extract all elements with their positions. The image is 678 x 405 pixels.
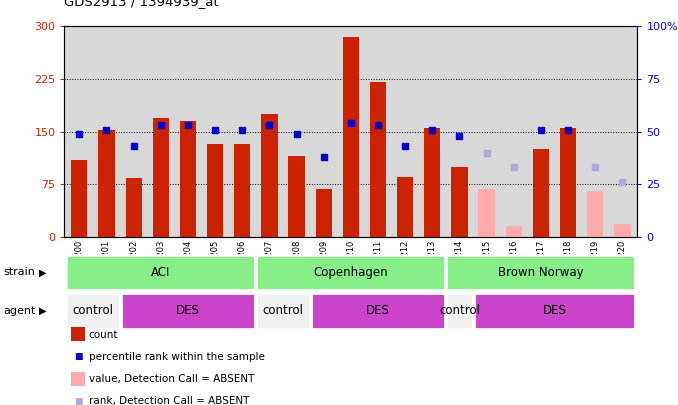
Bar [424,128,441,237]
Text: ACI: ACI [151,266,170,279]
Text: DES: DES [176,304,200,318]
Text: strain: strain [3,267,35,277]
Bar [614,224,631,237]
Bar [288,156,304,237]
Text: Copenhagen: Copenhagen [313,266,388,279]
Bar [452,167,468,237]
Text: ▶: ▶ [39,267,46,277]
Bar [256,255,445,290]
Bar [370,83,386,237]
Bar [125,178,142,237]
Text: control: control [73,304,113,318]
Text: DES: DES [542,304,566,318]
Text: control: control [439,304,480,318]
Bar [315,189,332,237]
Text: DES: DES [366,304,390,318]
Bar [342,37,359,237]
Text: ■: ■ [74,352,82,361]
Text: GDS2913 / 1394939_at: GDS2913 / 1394939_at [64,0,219,8]
Text: ▶: ▶ [39,306,46,316]
Text: rank, Detection Call = ABSENT: rank, Detection Call = ABSENT [89,396,250,405]
Bar [479,189,495,237]
Text: control: control [262,304,304,318]
Text: Brown Norway: Brown Norway [498,266,584,279]
Bar [506,226,522,237]
Bar [261,114,277,237]
Bar [180,121,196,237]
Text: value, Detection Call = ABSENT: value, Detection Call = ABSENT [89,374,254,384]
Bar [474,293,635,328]
Text: ■: ■ [74,397,82,405]
Bar [446,293,473,328]
Bar [121,293,256,328]
Bar [153,117,169,237]
Bar [587,191,603,237]
Bar [446,255,635,290]
Bar [98,130,115,237]
Bar [560,128,576,237]
Bar [397,177,414,237]
Bar [311,293,445,328]
Bar [234,143,250,237]
Text: count: count [89,330,119,339]
Text: agent: agent [3,306,36,316]
Text: percentile rank within the sample: percentile rank within the sample [89,352,264,362]
Bar [66,255,256,290]
Bar [533,149,549,237]
Bar [256,293,310,328]
Bar [207,143,223,237]
Bar [66,293,119,328]
Bar [71,160,87,237]
